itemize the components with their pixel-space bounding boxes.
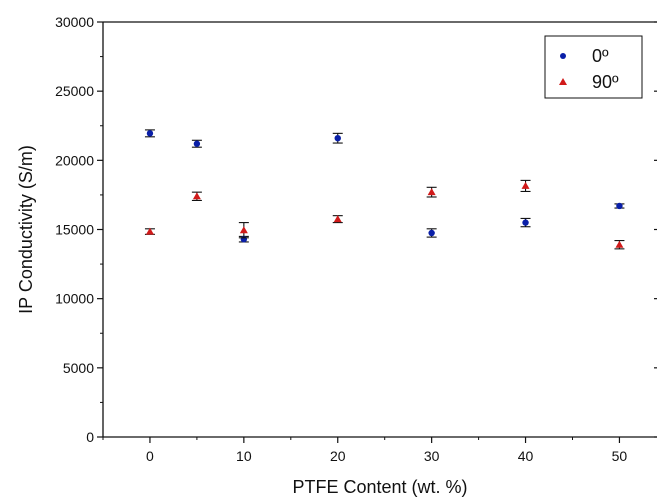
data-point (521, 181, 530, 189)
y-tick-label: 20000 (55, 152, 94, 168)
y-tick-label: 25000 (55, 83, 94, 99)
data-point (192, 192, 201, 200)
data-point (522, 219, 529, 226)
x-tick-label: 0 (146, 448, 154, 464)
data-point (239, 226, 248, 234)
series-zero-deg (144, 129, 625, 243)
x-tick-label: 50 (612, 448, 628, 464)
y-tick-label: 10000 (55, 291, 94, 307)
x-tick-label: 10 (236, 448, 252, 464)
data-point (615, 240, 624, 248)
data-point (145, 227, 154, 235)
y-axis: 0 5000 10000 15000 20000 25000 30000 (55, 14, 657, 445)
data-point (146, 130, 154, 137)
y-tick-label: 5000 (63, 360, 94, 376)
legend-box (544, 35, 643, 99)
x-tick-label: 40 (518, 448, 534, 464)
data-point (428, 229, 435, 237)
data-point (333, 215, 342, 223)
legend-marker (560, 53, 566, 59)
x-axis-title: PTFE Content (wt. %) (292, 477, 467, 497)
x-tick-label: 30 (424, 448, 440, 464)
x-axis: 0 10 20 30 40 50 (102, 437, 628, 464)
x-tick-label: 20 (330, 448, 346, 464)
y-tick-label: 30000 (55, 14, 94, 30)
data-point (616, 202, 623, 210)
data-point (334, 135, 341, 142)
legend-label: 90º (592, 72, 619, 92)
y-axis-title: IP Conductivity (S/m) (16, 145, 36, 314)
data-point (193, 140, 201, 147)
data-point (427, 188, 436, 196)
y-tick-label: 0 (86, 429, 94, 445)
legend-marker (559, 78, 567, 85)
legend-label: 0º (592, 46, 609, 66)
data-marks (144, 129, 625, 250)
y-tick-label: 15000 (55, 222, 94, 238)
series-ninety-deg (144, 179, 625, 250)
